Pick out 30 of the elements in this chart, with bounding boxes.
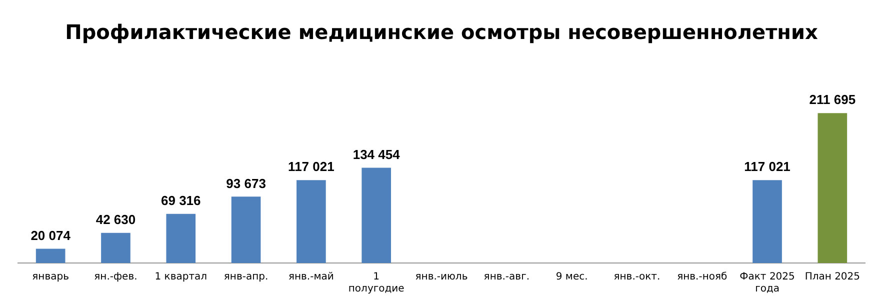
x-tick-label: 1 квартал [154, 272, 208, 283]
data-label: 134 454 [352, 146, 401, 162]
x-tick-label: ян.-фев. [94, 272, 138, 283]
bar [36, 248, 66, 263]
x-tick-label: янв.-нояб [677, 272, 728, 283]
x-tick-label: янв.-июль [415, 272, 468, 283]
data-label: 117 021 [744, 159, 790, 174]
bar [362, 168, 392, 263]
x-tick-label: янв.-авг. [484, 272, 530, 283]
data-label: 69 316 [161, 193, 201, 208]
bar [231, 196, 261, 263]
bar [101, 232, 130, 263]
data-label: 117 021 [288, 159, 334, 174]
x-tick-label: Факт 2025 года [740, 272, 795, 295]
x-tick-label: январь [32, 272, 70, 283]
x-tick-label: янв-апр. [224, 272, 268, 283]
x-tick-label: План 2025 [804, 272, 860, 283]
data-label: 20 074 [30, 228, 72, 243]
data-label: 93 673 [226, 176, 266, 191]
bar [166, 214, 196, 263]
bar [752, 180, 782, 263]
x-tick-label: янв.-окт. [614, 272, 660, 283]
x-tick-label: 9 мес. [556, 272, 588, 283]
data-label: 42 630 [96, 212, 136, 227]
x-tick-label: 1 полугодие [348, 272, 404, 295]
data-label: 211 695 [809, 92, 856, 108]
chart-title: Профилактические медицинские осмотры несовершеннолетних [65, 20, 818, 44]
bar [296, 180, 326, 263]
x-tick-label: янв.-май [288, 272, 334, 283]
bar [818, 113, 848, 263]
